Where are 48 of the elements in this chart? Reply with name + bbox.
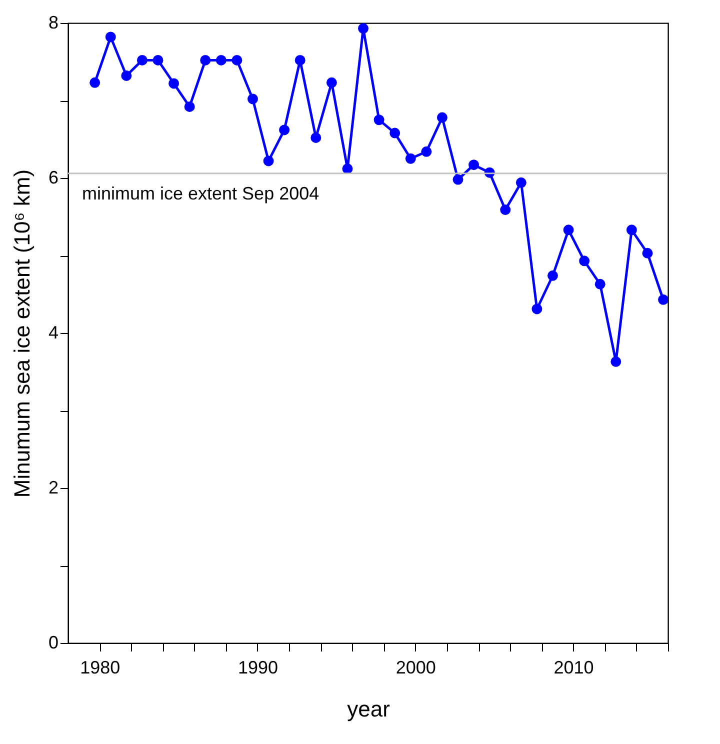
x-tick-label: 2000 [396,658,436,678]
point [247,94,258,104]
point [405,153,416,164]
point [279,124,290,136]
y-tick-label: 6 [48,168,58,188]
x-tick-label: 2010 [554,658,594,678]
point [263,156,274,166]
point [294,54,306,66]
x-tick-label: 1980 [80,658,120,678]
point [547,270,558,281]
point [105,32,116,42]
point [594,278,606,290]
y-axis-title: Minumum sea ice extent (10⁶ km) [9,169,34,498]
point [610,356,622,367]
point [342,163,353,174]
point [326,77,337,88]
point [516,177,526,188]
point [579,256,590,266]
point [421,146,432,157]
point [532,304,542,314]
point [563,224,574,236]
point [452,174,464,185]
point [90,77,100,88]
point [168,78,180,89]
point [232,54,242,66]
point [358,23,369,34]
point [136,54,148,66]
point [390,128,400,138]
y-tick-label: 8 [48,12,58,32]
point [658,294,668,305]
point [152,54,164,66]
point [642,248,653,258]
point [374,114,384,126]
y-tick-label: 2 [48,478,58,498]
ref-line-label: minimum ice extent Sep 2004 [82,183,320,204]
x-tick-label: 1990 [238,658,278,678]
point [626,224,637,236]
point [184,101,195,112]
y-tick-label: 4 [48,322,58,342]
point [216,54,226,66]
point [121,70,132,81]
point [200,54,211,66]
point [468,160,480,170]
point [310,132,322,143]
point [500,204,511,216]
point [436,112,448,123]
y-tick-label: 0 [48,632,58,652]
x-axis-title: year [347,696,390,722]
